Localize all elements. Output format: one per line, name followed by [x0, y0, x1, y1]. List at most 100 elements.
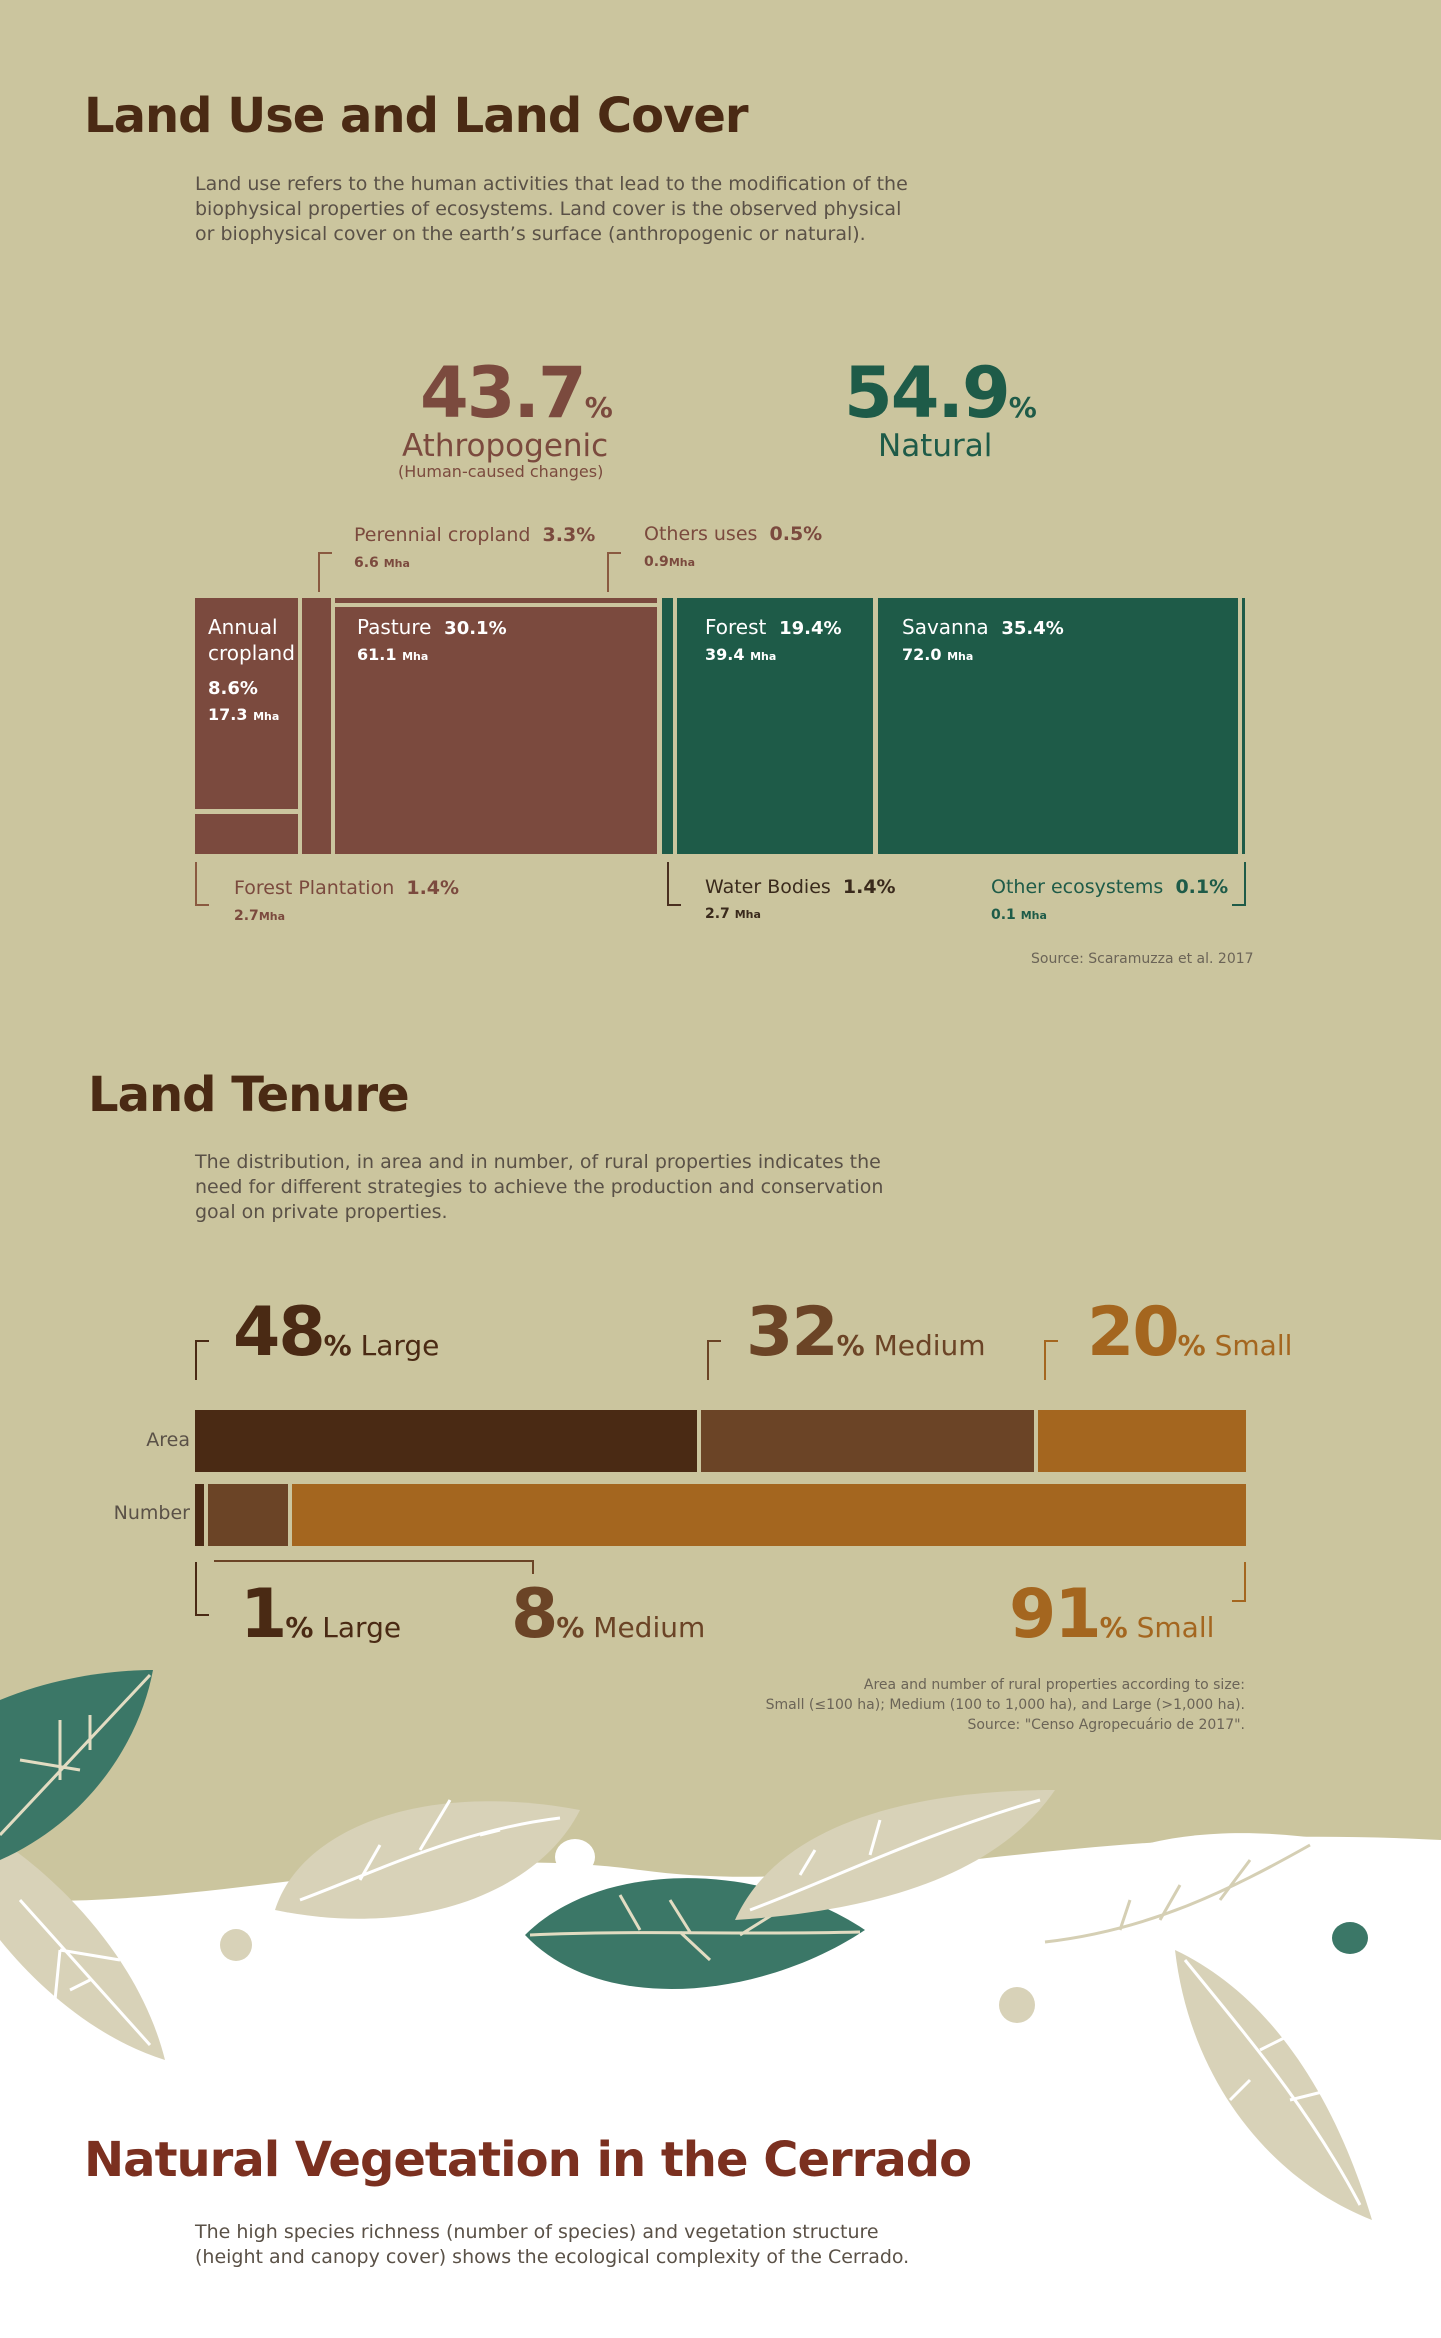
stat-label-text: Large [322, 1611, 402, 1644]
stat-value: 1 [240, 1575, 287, 1654]
item-mha: 6.6 [354, 555, 379, 571]
stat-value: 8 [511, 1575, 558, 1654]
area-medium-stat: 32% Medium [746, 1293, 986, 1372]
perennial-cropland-area: 6.6 Mha [354, 555, 410, 571]
unit: Mha [750, 650, 777, 663]
land-tenure-note: Area and number of rural properties acco… [766, 1675, 1245, 1735]
percent-sign: % [1008, 391, 1037, 424]
savanna-label: Savanna 35.4% 72.0 Mha [902, 614, 1064, 670]
item-name: Pasture [357, 615, 432, 639]
item-name: Savanna [902, 615, 989, 639]
leaf-shape [1175, 1950, 1372, 2220]
bar-area-small [1037, 1410, 1246, 1472]
item-pct: 0.1% [1175, 876, 1229, 898]
item-area: 61.1 Mha [357, 642, 507, 670]
annual-cropland-label: Annual cropland 8.6% 17.3 Mha [208, 614, 295, 730]
bar-number-large [195, 1484, 204, 1546]
tenure-stacked-bars [195, 1410, 1246, 1546]
intro-line: biophysical properties of ecosystems. La… [195, 198, 902, 220]
item-pct: 30.1% [444, 618, 507, 639]
unit: Mha [947, 650, 974, 663]
item-area: 72.0 Mha [902, 642, 1064, 670]
stat-value: 91 [1009, 1575, 1102, 1654]
item-mha: 61.1 [357, 645, 397, 664]
item-pct: 1.4% [406, 877, 460, 899]
note-line: Small (≤100 ha); Medium (100 to 1,000 ha… [765, 1697, 1245, 1713]
drop-shape [220, 1929, 252, 1961]
item-head: Forest 19.4% [705, 614, 842, 642]
water-bodies-label: Water Bodies 1.4% [705, 876, 896, 898]
other-ecosystems-box [1242, 598, 1245, 854]
item-head: Pasture 30.1% [357, 614, 507, 642]
land-tenure-title: Land Tenure [88, 1067, 410, 1123]
bar-number-medium [207, 1484, 288, 1546]
percent-sign: % [1099, 1611, 1128, 1644]
intro-line: Land use refers to the human activities … [195, 173, 908, 195]
unit: Mha [253, 710, 280, 723]
stat-label: Small [1206, 1329, 1293, 1362]
natural-value: 54.9 [844, 352, 1011, 434]
item-name-line: cropland [208, 641, 295, 665]
white-wave-shape [0, 1836, 1441, 2338]
item-pct: 3.3% [542, 524, 596, 546]
item-name: Perennial cropland [354, 524, 531, 546]
forest-plantation-bracket [195, 862, 209, 906]
stat-label-text: Small [1214, 1329, 1293, 1362]
percent-sign: % [556, 1611, 585, 1644]
unit: Mha [402, 650, 429, 663]
unit: Mha [1020, 909, 1047, 922]
intro-line: need for different strategies to achieve… [195, 1176, 884, 1198]
pasture-box [335, 607, 657, 854]
water-bodies-area: 2.7 Mha [705, 906, 761, 922]
savanna-box [878, 598, 1238, 854]
stat-value: 20 [1087, 1293, 1180, 1372]
row-label-number: Number [113, 1502, 190, 1524]
item-pct: 8.6% [208, 678, 258, 699]
item-mha: 17.3 [208, 705, 248, 724]
item-mha: 2.7 [705, 906, 730, 922]
area-large-stat: 48% Large [233, 1293, 439, 1372]
item-area: 39.4 Mha [705, 642, 842, 670]
stat-value: 32 [746, 1293, 839, 1372]
item-mha: 0.1 [991, 907, 1016, 923]
percent-sign: % [1177, 1329, 1206, 1362]
anthropogenic-label: Athropogenic [402, 428, 609, 464]
item-name: Water Bodies [705, 876, 831, 898]
item-mha: 72.0 [902, 645, 942, 664]
intro-line: (height and canopy cover) shows the ecol… [195, 2246, 910, 2268]
row-label-area: Area [146, 1429, 190, 1451]
vegetation-intro: The high species richness (number of spe… [195, 2220, 909, 2270]
others-uses-box [335, 598, 657, 603]
number-small-bracket [1232, 1562, 1246, 1602]
others-uses-label: Others uses 0.5% [644, 523, 822, 545]
others-bracket [607, 552, 621, 592]
other-ecosystems-area: 0.1 Mha [991, 907, 1047, 923]
drop-shape [555, 1839, 595, 1875]
land-use-intro: Land use refers to the human activities … [195, 172, 908, 247]
number-large-bracket [195, 1562, 209, 1616]
item-pct: 1.4% [842, 876, 896, 898]
anthropogenic-percent: 43.7% [420, 352, 613, 434]
pasture-label: Pasture 30.1% 61.1 Mha [357, 614, 507, 670]
perennial-cropland-label: Perennial cropland 3.3% [354, 524, 595, 546]
stat-label-text: Small [1136, 1611, 1215, 1644]
stat-value: 48 [233, 1293, 326, 1372]
others-uses-area: 0.9Mha [644, 554, 695, 570]
number-medium-bracket [214, 1560, 534, 1574]
leaf-shape [0, 1840, 165, 2060]
stat-label: Small [1128, 1611, 1215, 1644]
number-small-stat: 91% Small [1009, 1575, 1214, 1654]
forest-plantation-box [195, 814, 298, 854]
anthropogenic-value: 43.7 [420, 352, 587, 434]
natural-percent: 54.9% [844, 352, 1037, 434]
unit: Mha [258, 910, 286, 923]
note-line: Source: "Censo Agropecuário de 2017". [967, 1717, 1245, 1733]
land-use-source: Source: Scaramuzza et al. 2017 [1031, 951, 1254, 967]
intro-line: The distribution, in area and in number,… [195, 1151, 881, 1173]
area-large-bracket [195, 1340, 209, 1380]
other-ecosystems-bracket [1232, 862, 1246, 906]
bar-area-medium [701, 1410, 1034, 1472]
stat-label-text: Medium [873, 1329, 986, 1362]
forest-box [677, 598, 873, 854]
item-area: 17.3 Mha [208, 702, 295, 730]
